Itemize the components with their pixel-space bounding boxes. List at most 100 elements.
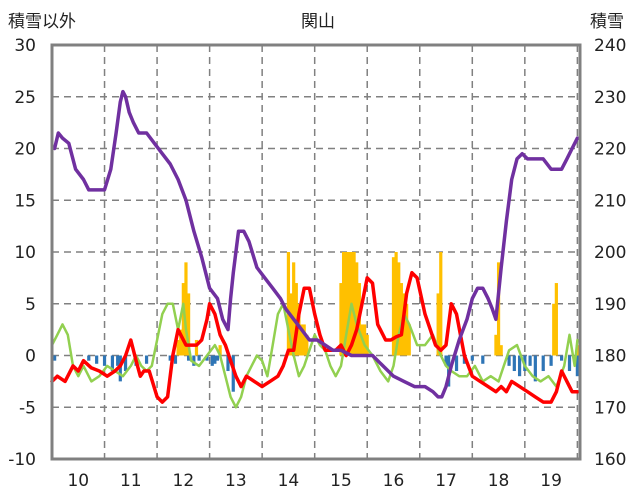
y-left-tick-label: 15 <box>14 191 36 211</box>
y-right-tick-label: 220 <box>594 140 626 160</box>
negative-bar <box>110 355 115 372</box>
negative-bar <box>512 355 516 372</box>
precipitation-bar <box>439 252 443 356</box>
precipitation-bar <box>365 334 369 356</box>
y-right-tick-labels: 160 170 180 190 200 210 220 230 240 <box>594 36 626 470</box>
precipitation-bar <box>305 334 309 356</box>
precipitation-bar <box>302 324 306 356</box>
precipitation-bar <box>355 262 359 356</box>
x-tick-label: 11 <box>120 471 142 491</box>
y-right-tick-label: 180 <box>594 347 626 367</box>
negative-bar <box>481 355 485 364</box>
precipitation-bar <box>194 339 199 356</box>
precipitation-bar <box>176 339 180 356</box>
precipitation-bar <box>179 329 183 356</box>
negative-bar <box>226 355 230 372</box>
y-left-tick-label: 20 <box>14 140 36 160</box>
precipitation-bar <box>294 283 298 356</box>
precipitation-bar <box>494 334 498 356</box>
precipitation-bar <box>499 345 503 356</box>
x-tick-label: 17 <box>435 471 457 491</box>
precipitation-bar <box>286 252 291 356</box>
x-tick-label: 13 <box>225 471 247 491</box>
y-right-tick-label: 240 <box>594 36 626 56</box>
precipitation-bar <box>407 324 411 356</box>
y-left-tick-label: 30 <box>14 36 36 56</box>
negative-bar <box>567 355 572 372</box>
chart-title: 関山 <box>301 12 335 32</box>
negative-bar <box>118 355 122 382</box>
x-tick-label: 16 <box>383 471 405 491</box>
negative-bar <box>210 355 214 366</box>
negative-bar <box>192 355 196 366</box>
y-left-tick-label: 10 <box>14 243 36 263</box>
precipitation-bar <box>352 252 356 356</box>
precipitation-bar <box>394 252 398 356</box>
wind-line <box>50 302 579 409</box>
y-right-tick-label: 160 <box>594 450 626 470</box>
y-left-tick-labels: -10 -5 0 5 10 15 20 25 30 <box>8 36 36 470</box>
negative-bar <box>102 355 107 366</box>
y-right-tick-label: 170 <box>594 398 626 418</box>
precipitation-bar <box>391 257 396 356</box>
precipitation-bar <box>299 324 304 356</box>
precipitation-bar <box>184 262 188 356</box>
negative-bar <box>507 355 511 366</box>
negative-bar <box>454 355 459 372</box>
precipitation-bar <box>186 293 191 356</box>
x-tick-label: 19 <box>540 471 562 491</box>
x-tick-label: 14 <box>278 471 300 491</box>
precipitation-bar <box>405 303 409 356</box>
negative-bar <box>470 355 474 361</box>
negative-bar <box>575 355 579 377</box>
precipitation-bar <box>552 303 556 356</box>
negative-bar <box>87 355 91 361</box>
y-right-tick-label: 230 <box>594 88 626 108</box>
negative-bar <box>444 355 448 366</box>
negative-bar <box>144 355 149 364</box>
y-left-tick-label: 5 <box>25 295 36 315</box>
precipitation-bar <box>344 252 348 356</box>
precipitation-bar <box>362 324 367 356</box>
x-tick-labels: 10 11 12 13 14 15 16 17 18 19 <box>67 471 561 491</box>
y-right-tick-label: 210 <box>594 191 626 211</box>
precipitation-bar <box>297 303 301 356</box>
negative-bar <box>123 355 128 372</box>
precipitation-bar <box>399 283 403 356</box>
precipitation-bar <box>436 293 440 356</box>
y-left-tick-label: -10 <box>8 450 36 470</box>
x-tick-label: 18 <box>488 471 510 491</box>
right-axis-label: 積雪 <box>590 12 624 32</box>
negative-bar <box>517 355 522 377</box>
negative-bar <box>116 355 120 366</box>
line-series <box>50 89 580 409</box>
negative-bar <box>95 355 99 364</box>
negative-bar <box>53 355 57 361</box>
negative-bar <box>186 355 191 361</box>
precipitation-bar <box>218 345 222 356</box>
x-tick-label: 10 <box>67 471 89 491</box>
temperature-line <box>50 270 580 404</box>
y-left-tick-label: 0 <box>25 347 36 367</box>
negative-bar <box>173 355 178 364</box>
negative-bar <box>213 355 217 364</box>
negative-bar <box>215 355 220 361</box>
snow_depth-line <box>52 89 580 399</box>
negative-bar <box>168 355 172 361</box>
negative-bar <box>560 355 564 361</box>
precipitation-bar <box>289 293 293 356</box>
precipitation-bar <box>181 283 185 356</box>
precipitation-bar <box>554 283 558 356</box>
y-right-tick-label: 190 <box>594 295 626 315</box>
negative-bar <box>533 355 537 382</box>
precipitation-bar <box>341 252 346 356</box>
x-tick-label: 12 <box>173 471 195 491</box>
plot-frame <box>50 43 582 461</box>
y-left-tick-label: 25 <box>14 88 36 108</box>
negative-bar <box>541 355 545 372</box>
negative-bar <box>549 355 553 366</box>
gridlines <box>52 45 580 459</box>
x-tick-label: 15 <box>330 471 352 491</box>
precipitation-bar <box>397 262 401 356</box>
